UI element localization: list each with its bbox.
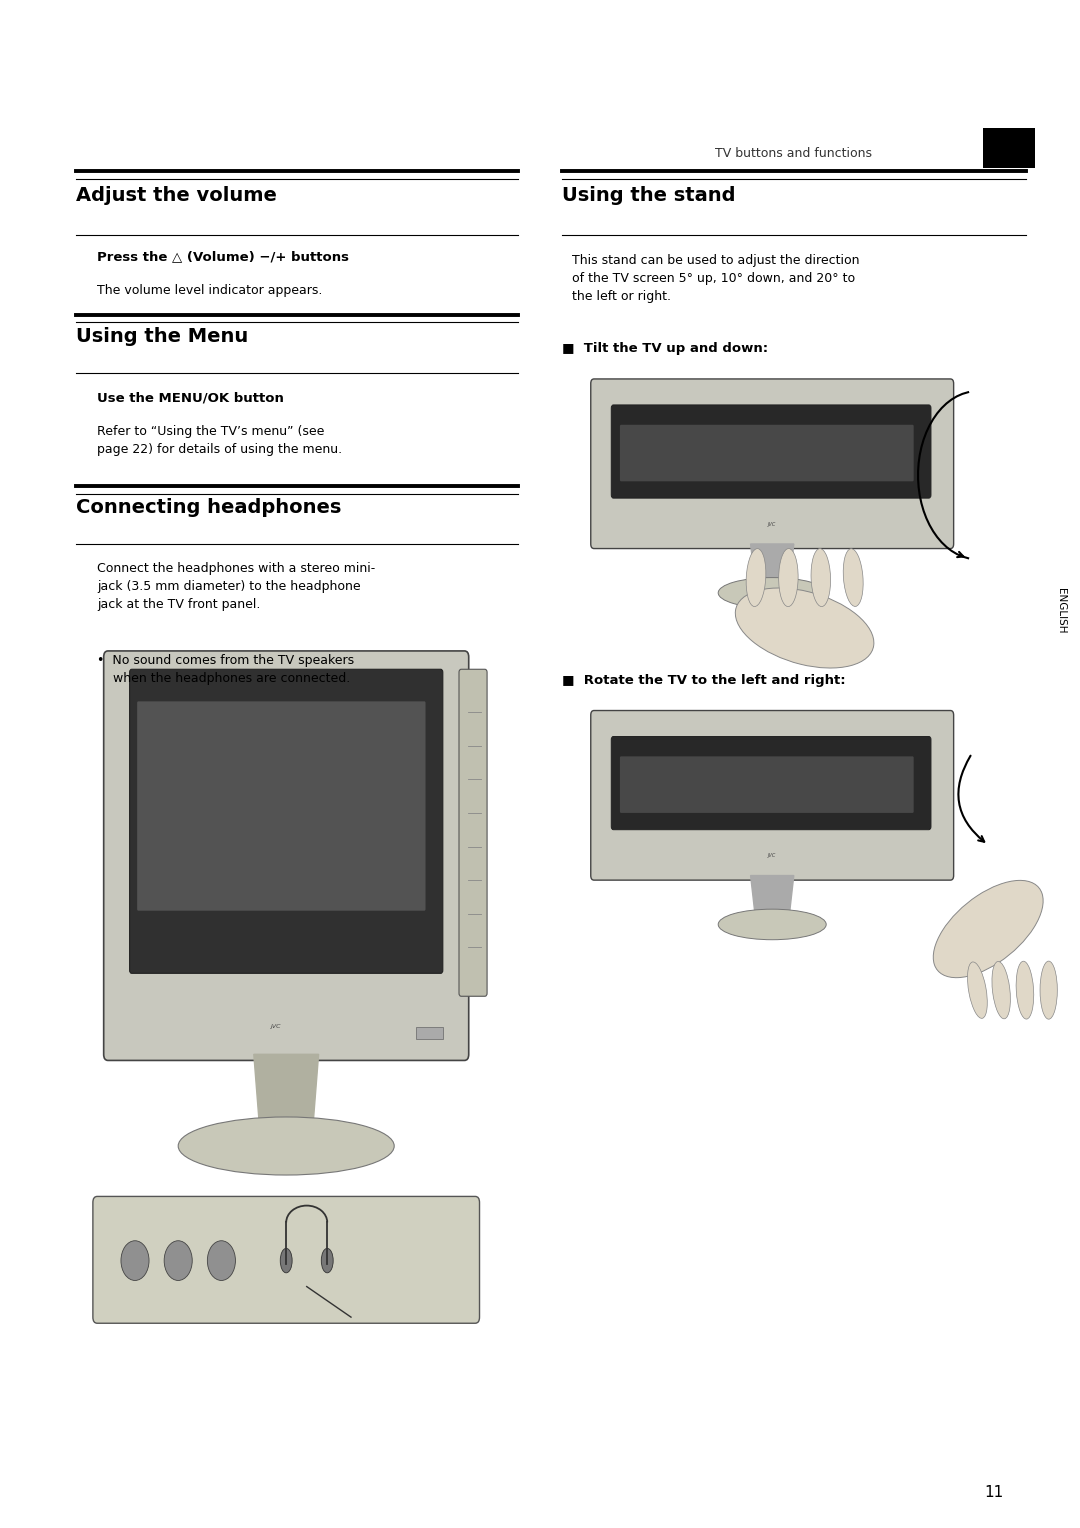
FancyBboxPatch shape [137,701,426,911]
FancyBboxPatch shape [591,379,954,549]
FancyBboxPatch shape [983,128,1035,168]
Text: Using the stand: Using the stand [562,186,735,205]
Ellipse shape [718,909,826,940]
Ellipse shape [281,1248,292,1273]
Circle shape [207,1241,235,1280]
FancyBboxPatch shape [611,405,931,498]
FancyBboxPatch shape [620,425,914,481]
Text: JVC: JVC [768,521,777,527]
FancyBboxPatch shape [591,711,954,880]
Text: •  No sound comes from the TV speakers
    when the headphones are connected.: • No sound comes from the TV speakers wh… [97,654,354,685]
Ellipse shape [1016,961,1034,1019]
Text: The volume level indicator appears.: The volume level indicator appears. [97,284,323,298]
Ellipse shape [843,549,863,607]
Circle shape [121,1241,149,1280]
Polygon shape [254,1054,319,1123]
Text: Press the △ (Volume) −/+ buttons: Press the △ (Volume) −/+ buttons [97,251,349,264]
Bar [416,1027,443,1039]
FancyBboxPatch shape [459,669,487,996]
Ellipse shape [779,549,798,607]
Polygon shape [751,544,794,582]
Ellipse shape [178,1117,394,1175]
Text: Adjust the volume: Adjust the volume [76,186,276,205]
Ellipse shape [322,1248,333,1273]
Text: Connect the headphones with a stereo mini-
jack (3.5 mm diameter) to the headpho: Connect the headphones with a stereo min… [97,562,376,611]
Polygon shape [751,876,794,914]
Circle shape [164,1241,192,1280]
Ellipse shape [991,961,1011,1019]
Text: This stand can be used to adjust the direction
of the TV screen 5° up, 10° down,: This stand can be used to adjust the dir… [572,254,860,303]
Ellipse shape [811,549,831,607]
Text: ENGLISH: ENGLISH [1055,588,1066,634]
Ellipse shape [746,549,766,607]
Text: JVC: JVC [768,853,777,859]
Text: Using the Menu: Using the Menu [76,327,247,345]
Text: Refer to “Using the TV’s menu” (see
page 22) for details of using the menu.: Refer to “Using the TV’s menu” (see page… [97,425,342,455]
Text: 11: 11 [984,1485,1003,1500]
Text: TV buttons and functions: TV buttons and functions [715,147,873,160]
FancyBboxPatch shape [130,669,443,973]
Text: Use the MENU/OK button: Use the MENU/OK button [97,391,284,405]
Text: ■  Rotate the TV to the left and right:: ■ Rotate the TV to the left and right: [562,674,846,688]
Ellipse shape [933,880,1043,978]
Text: Connecting headphones: Connecting headphones [76,498,341,516]
Ellipse shape [735,588,874,668]
FancyBboxPatch shape [611,736,931,830]
Text: JVC: JVC [270,1024,281,1030]
Ellipse shape [718,578,826,608]
FancyBboxPatch shape [104,651,469,1060]
Ellipse shape [968,963,987,1018]
Text: ■  Tilt the TV up and down:: ■ Tilt the TV up and down: [562,342,768,356]
FancyBboxPatch shape [620,756,914,813]
Ellipse shape [1040,961,1057,1019]
FancyBboxPatch shape [93,1196,480,1323]
